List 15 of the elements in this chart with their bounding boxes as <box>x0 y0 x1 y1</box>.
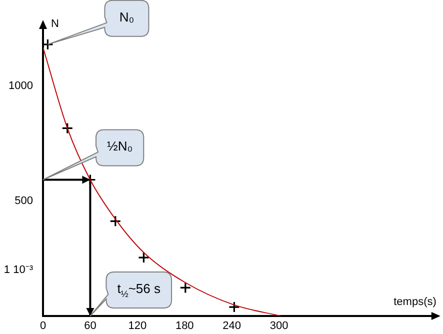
y-tick-label: 1000 <box>8 80 33 92</box>
x-tick-label: 180 <box>175 320 194 332</box>
y-tick-label: 500 <box>14 194 33 207</box>
x-axis-title: temps(s) <box>394 296 436 308</box>
speech-bubble: t$_{½}$~56 s <box>90 272 172 316</box>
x-tick-label: 0 <box>40 320 46 332</box>
x-tick-label: 120 <box>128 320 147 332</box>
y-tick-label: 1 10⁻³ <box>4 264 34 276</box>
x-tick-label: 240 <box>222 320 242 332</box>
x-tick-label: 300 <box>270 320 288 332</box>
annotation: t$_{½}$~56 s <box>117 281 162 300</box>
x-tick-label: 60 <box>84 320 96 332</box>
y-axis-title: N <box>51 18 59 30</box>
speech-bubble: ½N₀ <box>42 129 144 180</box>
annotation: ½N₀ <box>107 139 133 154</box>
